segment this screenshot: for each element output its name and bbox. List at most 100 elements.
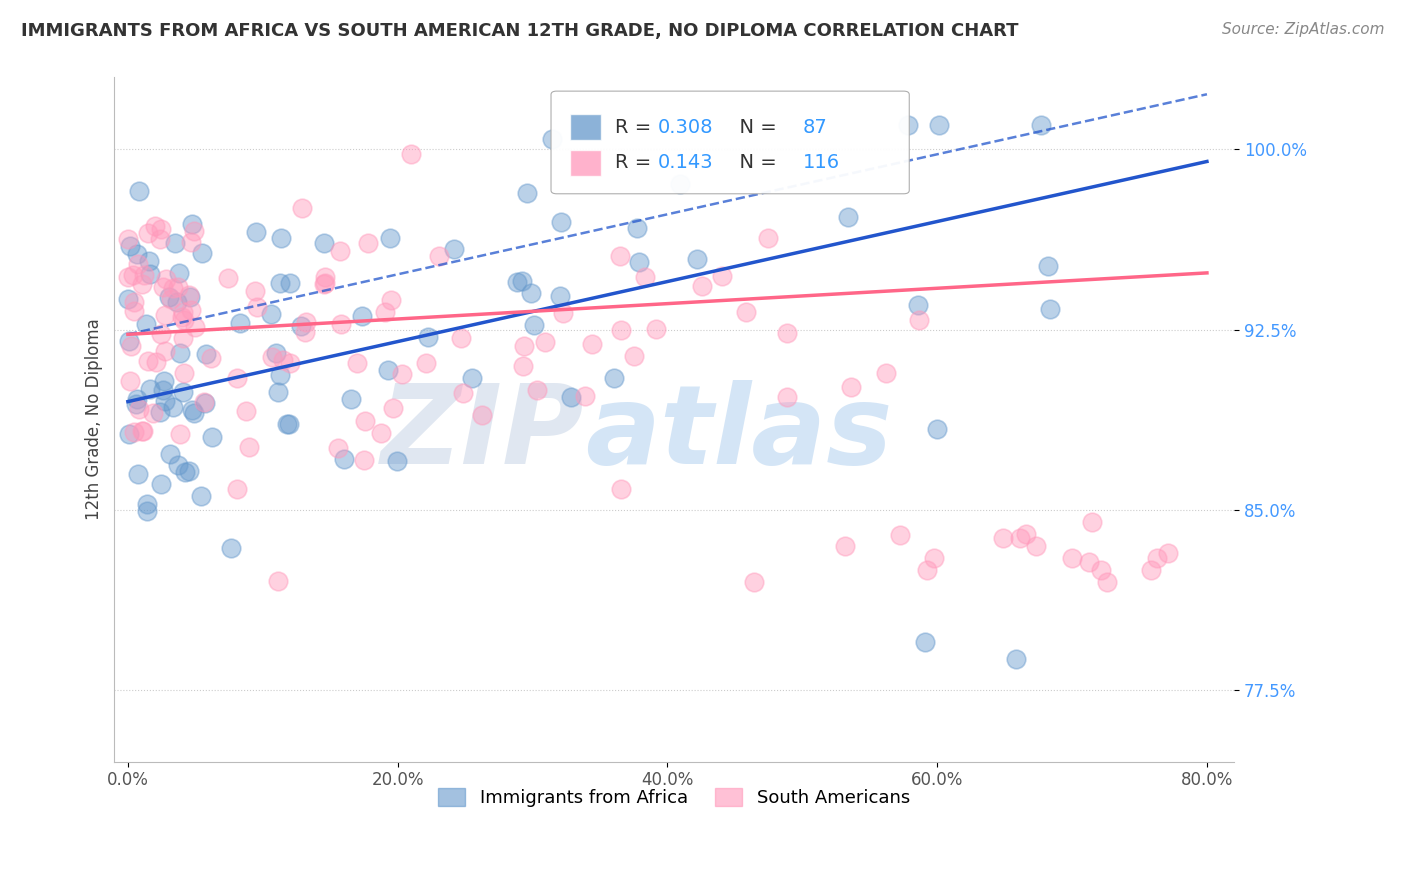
Point <box>142 405 165 419</box>
Point <box>1038 259 1060 273</box>
Point <box>132 268 155 283</box>
Text: R =: R = <box>614 118 658 136</box>
Point <box>118 334 141 348</box>
Point <box>645 322 668 336</box>
Point <box>380 293 402 307</box>
Text: Source: ZipAtlas.com: Source: ZipAtlas.com <box>1222 22 1385 37</box>
Point <box>155 272 177 286</box>
Point <box>925 421 948 435</box>
Point <box>312 235 335 250</box>
Point <box>173 313 195 327</box>
Point <box>260 350 283 364</box>
Point <box>124 294 146 309</box>
Point <box>193 395 215 409</box>
Point <box>776 390 799 404</box>
FancyBboxPatch shape <box>551 91 910 194</box>
Point <box>609 250 631 264</box>
Point <box>329 244 352 259</box>
Point <box>166 458 188 472</box>
Point <box>742 574 765 589</box>
Point <box>295 315 318 329</box>
Point <box>152 384 174 398</box>
Point <box>136 354 159 368</box>
Point <box>623 349 645 363</box>
Text: atlas: atlas <box>585 380 891 487</box>
Point <box>278 356 301 370</box>
Point <box>127 256 149 270</box>
Point <box>167 280 190 294</box>
Point <box>162 281 184 295</box>
Point <box>127 247 149 261</box>
Point <box>269 276 291 290</box>
Point <box>219 541 242 556</box>
Point <box>834 539 856 553</box>
Point <box>837 210 859 224</box>
Point <box>427 249 450 263</box>
Point <box>907 313 929 327</box>
Point <box>506 275 529 289</box>
Point <box>550 215 572 229</box>
Point <box>169 346 191 360</box>
Text: ZIP: ZIP <box>381 380 585 487</box>
Point <box>415 356 437 370</box>
Point <box>385 454 408 468</box>
Point <box>136 504 159 518</box>
Point <box>149 326 172 341</box>
Point <box>314 277 336 292</box>
Point <box>276 417 298 432</box>
Point <box>1060 550 1083 565</box>
Point <box>180 402 202 417</box>
Point <box>1010 532 1032 546</box>
Text: R =: R = <box>614 153 658 172</box>
Point <box>243 284 266 298</box>
Point <box>120 339 142 353</box>
Legend: Immigrants from Africa, South Americans: Immigrants from Africa, South Americans <box>432 780 917 814</box>
Point <box>169 266 191 280</box>
Point <box>626 220 648 235</box>
Point <box>117 232 139 246</box>
Point <box>162 400 184 414</box>
Point <box>922 550 945 565</box>
Point <box>135 318 157 332</box>
Point <box>131 277 153 291</box>
Point <box>290 201 312 215</box>
Point <box>461 371 484 385</box>
Point <box>453 385 475 400</box>
Point <box>560 390 582 404</box>
Point <box>1077 556 1099 570</box>
Point <box>418 330 440 344</box>
Point <box>1031 119 1053 133</box>
Point <box>550 289 572 303</box>
Point <box>136 498 159 512</box>
Point <box>914 634 936 648</box>
Point <box>157 290 180 304</box>
Point <box>173 366 195 380</box>
Point <box>332 452 354 467</box>
Point <box>136 226 159 240</box>
Text: N =: N = <box>727 153 783 172</box>
Point <box>603 370 626 384</box>
Point <box>166 295 188 310</box>
Point <box>180 303 202 318</box>
Point <box>267 574 290 588</box>
Text: 116: 116 <box>803 153 839 172</box>
Point <box>150 222 173 236</box>
Point <box>541 132 564 146</box>
Point <box>153 374 176 388</box>
Point <box>165 236 187 251</box>
Point <box>627 255 650 269</box>
Point <box>346 356 368 370</box>
Point <box>669 177 692 191</box>
Point <box>153 393 176 408</box>
Point <box>523 318 546 333</box>
Point <box>117 293 139 307</box>
Point <box>339 392 361 406</box>
Point <box>149 404 172 418</box>
Text: 0.308: 0.308 <box>658 118 713 136</box>
Point <box>225 370 247 384</box>
Point <box>149 476 172 491</box>
Point <box>450 330 472 344</box>
Point <box>326 441 349 455</box>
Point <box>195 347 218 361</box>
Point <box>180 235 202 249</box>
